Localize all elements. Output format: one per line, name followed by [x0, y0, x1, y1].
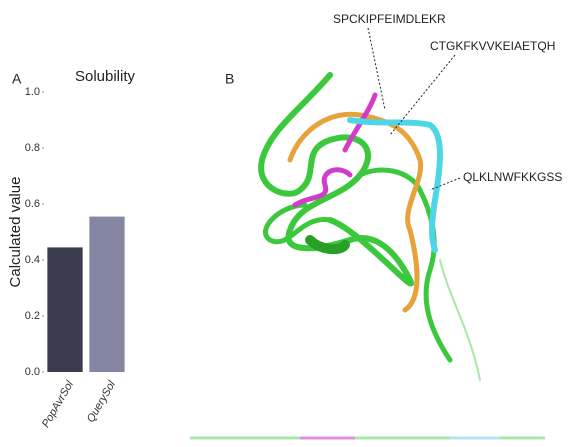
y-tick-label: 0.2: [25, 310, 40, 322]
chart-title: Solubility: [75, 68, 136, 85]
annotation: CTGKFKVVKEIAETQH: [430, 39, 555, 53]
annotation: SPCKIPFEIMDLEKR: [333, 12, 446, 26]
y-tick-label: 0.4: [25, 254, 40, 266]
y-tick-label: 0.8: [25, 142, 40, 154]
bar: [47, 247, 82, 372]
protein-structure: [261, 75, 480, 380]
panel-label: A: [12, 71, 22, 87]
y-tick-label: 0.0: [25, 366, 40, 378]
y-tick-label: 0.6: [25, 198, 40, 210]
figure: A B Solubility Calculated value SPCKIPFE…: [0, 0, 569, 447]
bar: [89, 217, 124, 372]
y-tick-label: 1.0: [25, 86, 40, 98]
y-axis-label: Calculated value: [7, 177, 24, 288]
annotation: QLKLNWFKKGSS: [463, 170, 562, 184]
panel-label: B: [225, 71, 234, 87]
x-tick-label: QuerySol: [85, 378, 119, 424]
x-tick-label: PopAvrSol: [40, 378, 77, 429]
